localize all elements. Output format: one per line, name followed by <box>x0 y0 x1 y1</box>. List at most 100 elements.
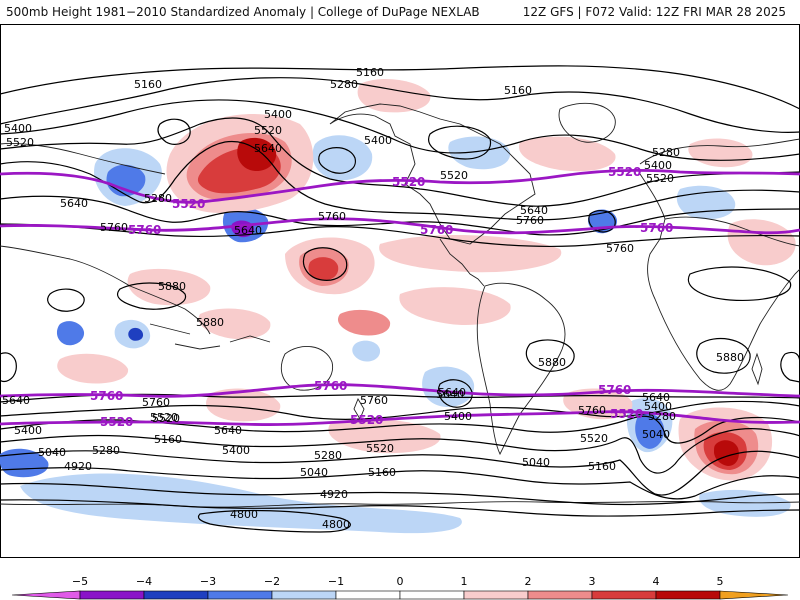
contour-label: 5640 <box>436 388 464 401</box>
contour-label: 5160 <box>588 460 616 473</box>
highlight-label: 5520 <box>350 413 383 427</box>
contour-label: 5400 <box>14 424 42 437</box>
contour-line <box>47 288 85 312</box>
colorbar-tick: −2 <box>264 575 280 588</box>
anomaly-blob <box>714 440 739 466</box>
contour-label: 5040 <box>642 428 670 441</box>
anomaly-blob <box>399 287 511 326</box>
contour-line <box>588 210 616 233</box>
anomaly-blob <box>352 340 381 362</box>
anomaly-blob <box>312 135 373 181</box>
contour-label: 5160 <box>368 466 396 479</box>
contour-label: 5520 <box>440 169 468 182</box>
contour-label: 4920 <box>320 488 348 501</box>
contour-label: 5280 <box>92 444 120 457</box>
anomaly-blob <box>357 79 431 113</box>
contour-label: 4800 <box>230 508 258 521</box>
colorbar-segment-pos4 <box>655 590 721 600</box>
highlight-label: 5760 <box>90 389 123 403</box>
contour-label: 5520 <box>366 442 394 455</box>
highlight-label: 5760 <box>314 379 347 393</box>
contour-label: 5640 <box>520 204 548 217</box>
anomaly-blob <box>57 353 129 384</box>
colorbar-tick: −5 <box>72 575 88 588</box>
anomaly-blob <box>379 234 562 273</box>
contour-label: 5760 <box>100 221 128 234</box>
highlight-label: 5520 <box>608 165 641 179</box>
contour-label: 5280 <box>314 449 342 462</box>
anomaly-blob <box>448 136 511 170</box>
contour-line <box>0 140 800 221</box>
coastline <box>329 103 536 245</box>
colorbar-segment-pos1 <box>463 590 529 600</box>
highlight-labels: 5520 5520 5520 5760 5760 5760 5760 5760 … <box>90 165 673 429</box>
coastline <box>476 282 566 456</box>
contour-label: 5160 <box>134 78 162 91</box>
contour-line <box>428 125 492 160</box>
colorbar-segment-zero-neg <box>335 590 401 600</box>
anomaly-blob <box>337 309 391 336</box>
coastline <box>149 323 271 350</box>
contour-line <box>0 450 800 496</box>
contour-label: 5520 <box>152 412 180 425</box>
highlight-label: 5760 <box>420 223 453 237</box>
anomaly-blob <box>0 448 49 478</box>
coastline <box>0 138 800 175</box>
highlight-5760-sh <box>0 383 800 398</box>
contour-line <box>0 99 800 161</box>
colorbar-ticks: −5 −4 −3 −2 −1 0 1 2 3 4 5 <box>72 575 724 588</box>
colorbar-tick: 2 <box>525 575 532 588</box>
contour-label: 4920 <box>64 460 92 473</box>
contour-label: 4800 <box>322 518 350 531</box>
contour-label: 5400 <box>222 444 250 457</box>
colorbar-tick: 3 <box>589 575 596 588</box>
anomaly-blob <box>56 321 85 346</box>
coastline <box>558 102 616 143</box>
colorbar-tick: −4 <box>136 575 152 588</box>
contour-line <box>117 282 186 310</box>
contour-label: 5160 <box>504 84 532 97</box>
model-run-info: 12Z GFS | F072 Valid: 12Z FRI MAR 28 202… <box>522 5 786 19</box>
colorbar-segment-neg1 <box>271 590 337 600</box>
contour-line <box>0 428 800 474</box>
coastline <box>439 238 485 287</box>
contour-line <box>0 223 800 248</box>
anomaly-blob <box>237 137 277 172</box>
colorbar-segments <box>11 590 789 600</box>
colorbar-segment-neg3 <box>143 590 209 600</box>
contour-label: 5280 <box>648 410 676 423</box>
contour-label: 5760 <box>606 242 634 255</box>
contour-label: 5520 <box>646 172 674 185</box>
contour-label: 5040 <box>38 446 66 459</box>
contour-label: 5400 <box>644 400 672 413</box>
contour-label: 5520 <box>150 411 178 424</box>
contour-line <box>0 400 800 420</box>
anomaly-blob <box>127 268 211 306</box>
contour-line <box>0 482 800 506</box>
contour-line <box>157 118 191 145</box>
contour-label: 5640 <box>60 197 88 210</box>
contour-label: 5640 <box>642 391 670 404</box>
contour-line <box>437 379 473 408</box>
highlight-label: 5760 <box>640 221 673 235</box>
anomaly-blob <box>518 136 616 172</box>
colorbar-tick: 0 <box>397 575 404 588</box>
contour-label: 5880 <box>158 280 186 293</box>
contour-line <box>0 195 800 236</box>
contour-label: 5400 <box>644 159 672 172</box>
contour-line <box>0 352 17 383</box>
contour-label: 5640 <box>214 424 242 437</box>
anomaly-colorbar: −5 −4 −3 −2 −1 0 1 2 3 4 5 <box>11 575 789 600</box>
contour-line <box>197 509 351 533</box>
highlight-label: 5520 <box>172 197 205 211</box>
colorbar-segment-neg4 <box>79 590 145 600</box>
colorbar-tick: 4 <box>653 575 660 588</box>
contour-label: 5400 <box>444 410 472 423</box>
contour-label: 5520 <box>6 136 34 149</box>
contour-label: 5040 <box>300 466 328 479</box>
contour-label: 5280 <box>652 146 680 159</box>
highlight-label: 5520 <box>392 175 425 189</box>
contour-label: 5640 <box>438 386 466 399</box>
contour-label: 5400 <box>364 134 392 147</box>
contour-label: 5400 <box>4 122 32 135</box>
